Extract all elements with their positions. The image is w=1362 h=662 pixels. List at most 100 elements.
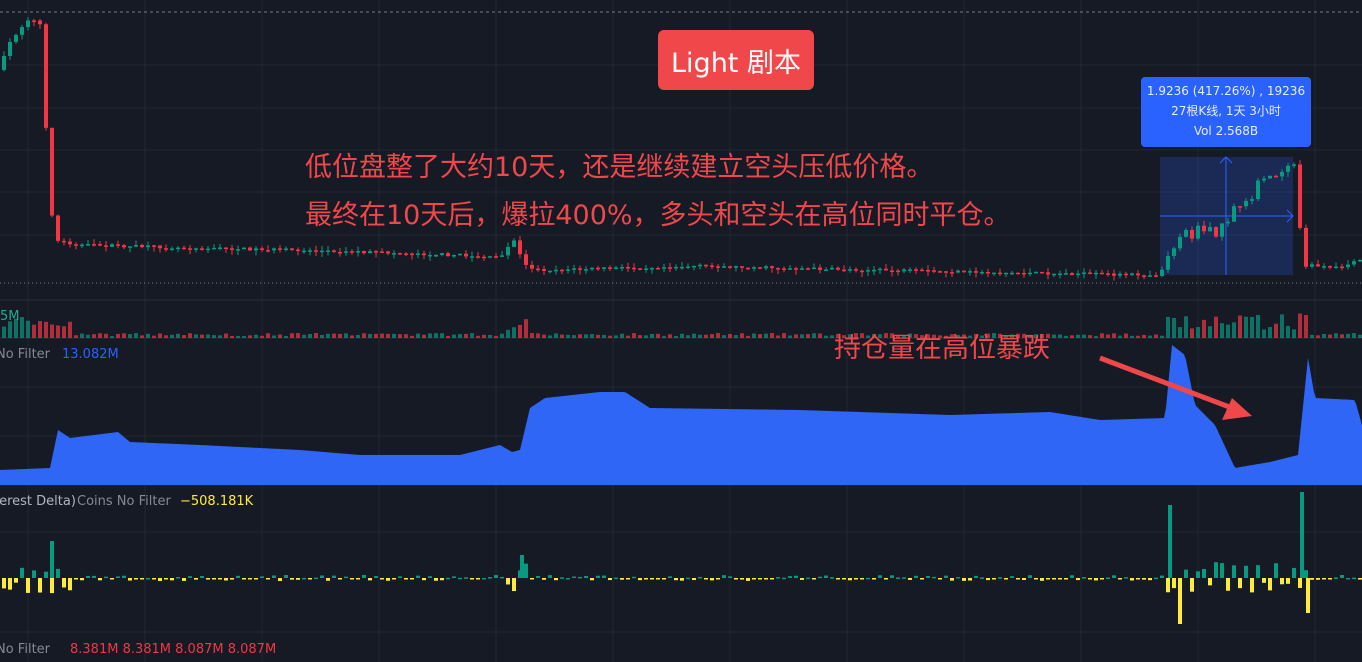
delta-bar: [1292, 567, 1296, 578]
delta-bar: [1154, 577, 1158, 580]
delta-bar: [1304, 570, 1308, 578]
volume-bar: [92, 334, 96, 338]
volume-bar: [86, 334, 90, 338]
volume-bar: [110, 335, 114, 338]
volume-bar: [104, 333, 108, 338]
delta-bar: [866, 577, 870, 580]
oi-label[interactable]: No Filter: [0, 347, 51, 362]
volume-bar: [794, 334, 798, 338]
candle: [104, 245, 108, 247]
delta-bar: [758, 578, 762, 580]
candle: [1148, 275, 1152, 277]
oi-delta-label[interactable]: terest Delta): [0, 494, 76, 509]
volume-bar: [8, 321, 12, 338]
candle: [740, 266, 744, 268]
volume-bar: [842, 335, 846, 338]
candle: [854, 269, 858, 271]
delta-bar: [1322, 578, 1326, 580]
delta-bar: [752, 578, 756, 580]
volume-bar: [1346, 333, 1350, 338]
volume-bar: [14, 318, 18, 338]
volume-bar: [1070, 335, 1074, 338]
candle: [1094, 272, 1098, 275]
volume-bar: [866, 335, 870, 338]
candle: [470, 256, 474, 258]
volume-bar: [134, 333, 138, 338]
candle: [1010, 272, 1014, 275]
delta-bar: [614, 577, 618, 580]
volume-bar: [248, 335, 252, 338]
candle: [1106, 273, 1110, 275]
volume-bar: [614, 335, 618, 338]
candle: [26, 20, 30, 28]
volume-bar: [1106, 334, 1110, 338]
volume-bar: [1094, 335, 1098, 338]
candle: [1346, 264, 1350, 268]
candle: [44, 24, 48, 128]
candle: [1196, 225, 1200, 239]
delta-bar: [284, 575, 288, 578]
candle: [908, 269, 912, 271]
volume-bar: [884, 333, 888, 338]
delta-bar: [188, 576, 192, 578]
candle: [584, 269, 588, 271]
volume-bar: [1214, 316, 1218, 338]
volume-bar: [578, 334, 582, 338]
volume-value: 5M: [0, 309, 20, 324]
delta-bar: [998, 577, 1002, 579]
open-interest-area: [0, 345, 1362, 485]
volume-bar: [1046, 333, 1050, 338]
bottom-pane-label[interactable]: No Filter: [0, 642, 51, 657]
delta-bar: [98, 578, 102, 581]
delta-bar: [626, 578, 630, 580]
annotation-line-1: 低位盘整了大约10天，还是继续建立空头压低价格。: [305, 152, 934, 183]
volume-bar: [332, 333, 336, 338]
candle: [884, 268, 888, 271]
volume-bar: [1322, 333, 1326, 338]
candle: [644, 268, 648, 271]
delta-bar: [326, 578, 330, 581]
candle: [356, 251, 360, 253]
delta-spike: [520, 555, 524, 578]
candle: [1112, 273, 1116, 276]
candle: [800, 268, 804, 270]
delta-bar: [356, 578, 360, 580]
candle: [68, 241, 72, 245]
volume-bar: [1292, 329, 1296, 338]
delta-bar: [1076, 578, 1080, 581]
delta-bar: [560, 577, 564, 579]
volume-bar: [1286, 325, 1290, 338]
candle: [902, 269, 906, 272]
candle: [566, 269, 570, 271]
volume-bar: [920, 335, 924, 338]
candle: [752, 267, 756, 269]
delta-bar: [1112, 575, 1116, 578]
volume-bar: [590, 334, 594, 338]
volume-bar: [272, 335, 276, 338]
delta-bar: [104, 576, 108, 579]
delta-bar: [1352, 577, 1356, 580]
volume-bar: [1082, 334, 1086, 338]
volume-bar: [2, 326, 6, 338]
delta-bar: [458, 577, 462, 580]
volume-bar: [1328, 334, 1332, 338]
candle: [824, 269, 828, 271]
delta-bar: [248, 578, 252, 580]
delta-bar: [980, 577, 984, 579]
delta-spike: [1300, 492, 1304, 578]
volume-bar: [992, 333, 996, 338]
volume-bar: [188, 333, 192, 338]
annotation-arrow: [1099, 355, 1233, 411]
volume-bar: [68, 321, 72, 338]
delta-bar: [488, 577, 492, 579]
candle: [722, 266, 726, 268]
volume-bar: [488, 334, 492, 338]
delta-bar: [62, 578, 66, 588]
candle: [1274, 175, 1278, 178]
delta-bar: [20, 567, 24, 578]
delta-bar: [302, 577, 306, 580]
volume-bar: [752, 333, 756, 338]
candle: [1226, 221, 1230, 224]
candle: [794, 268, 798, 270]
